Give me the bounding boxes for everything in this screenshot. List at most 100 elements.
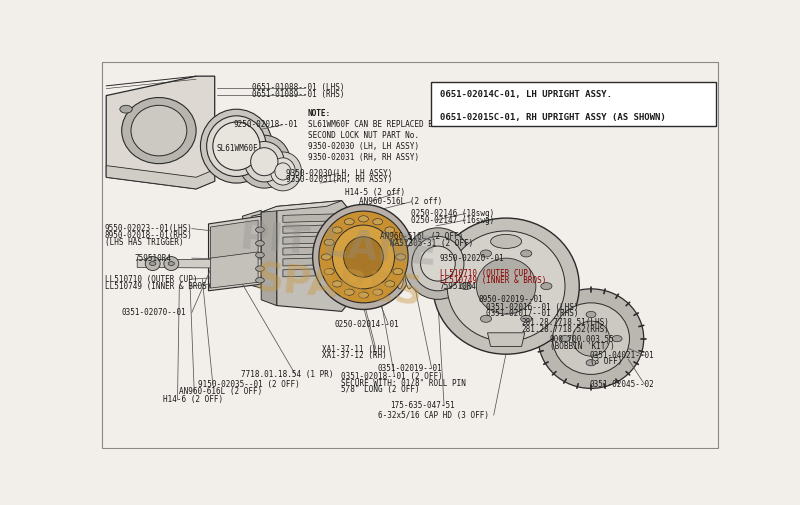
Polygon shape xyxy=(210,220,258,260)
Text: 9350-02030 (LH, LH ASSY): 9350-02030 (LH, LH ASSY) xyxy=(308,142,418,151)
Ellipse shape xyxy=(313,205,414,310)
Polygon shape xyxy=(283,225,338,233)
Circle shape xyxy=(168,262,174,266)
Polygon shape xyxy=(283,258,338,266)
Text: 0351-02019--01: 0351-02019--01 xyxy=(378,364,442,373)
Circle shape xyxy=(373,289,382,295)
Circle shape xyxy=(358,292,369,298)
Ellipse shape xyxy=(131,106,187,156)
Circle shape xyxy=(586,312,596,318)
Ellipse shape xyxy=(433,218,579,354)
Polygon shape xyxy=(242,210,262,288)
Text: 0351-02045--02: 0351-02045--02 xyxy=(590,380,654,389)
Polygon shape xyxy=(283,246,338,255)
Text: H14-6 (2 OFF): H14-6 (2 OFF) xyxy=(163,395,223,404)
Text: AN960-516L (2 off): AN960-516L (2 off) xyxy=(359,197,442,206)
Text: SECOND LOCK NUT PART No.: SECOND LOCK NUT PART No. xyxy=(308,131,418,140)
FancyBboxPatch shape xyxy=(431,82,716,126)
Ellipse shape xyxy=(495,248,510,279)
Text: 9150-02035--01 (2 OFF): 9150-02035--01 (2 OFF) xyxy=(198,380,300,389)
Circle shape xyxy=(256,241,264,246)
Ellipse shape xyxy=(476,258,536,314)
Text: 0651-02015C-01, RH UPRIGHT ASSY (AS SHOWN): 0651-02015C-01, RH UPRIGHT ASSY (AS SHOW… xyxy=(440,113,666,122)
Text: NOTE:: NOTE: xyxy=(308,109,331,118)
Polygon shape xyxy=(106,166,214,189)
Text: SL61WM60F CAN BE REPLACED BY USING A: SL61WM60F CAN BE REPLACED BY USING A xyxy=(308,120,474,129)
Text: SECURE WITH: 01/8" ROLL PIN: SECURE WITH: 01/8" ROLL PIN xyxy=(341,378,466,387)
Text: (LHS HAS TRIGGER): (LHS HAS TRIGGER) xyxy=(105,238,183,247)
Text: LL510710 (OUTER CUP): LL510710 (OUTER CUP) xyxy=(105,275,198,284)
Text: NAS1305-31 (2 OFF): NAS1305-31 (2 OFF) xyxy=(390,239,474,248)
Polygon shape xyxy=(277,200,348,312)
Circle shape xyxy=(322,254,331,260)
Circle shape xyxy=(150,262,156,266)
Ellipse shape xyxy=(424,238,434,289)
Ellipse shape xyxy=(378,248,393,279)
Text: 9350-02031 (RH, RH ASSY): 9350-02031 (RH, RH ASSY) xyxy=(308,153,418,162)
Circle shape xyxy=(480,315,491,322)
Text: PIT LANE: PIT LANE xyxy=(238,218,438,273)
Ellipse shape xyxy=(573,321,610,356)
Text: 9350-02031(RH, RH ASSY): 9350-02031(RH, RH ASSY) xyxy=(286,175,392,184)
Ellipse shape xyxy=(213,122,260,170)
Text: 759510R4: 759510R4 xyxy=(440,282,477,291)
Ellipse shape xyxy=(322,250,334,277)
Circle shape xyxy=(332,281,342,287)
Circle shape xyxy=(385,281,394,287)
Text: 759510R4: 759510R4 xyxy=(134,254,171,263)
Circle shape xyxy=(612,335,622,342)
Circle shape xyxy=(344,289,354,295)
Text: 900.700.003.55: 900.700.003.55 xyxy=(550,335,614,344)
Text: 0250-02146 (18swg): 0250-02146 (18swg) xyxy=(411,209,494,218)
Polygon shape xyxy=(317,251,528,276)
Polygon shape xyxy=(283,214,338,222)
Text: 0250-02147 (16swg): 0250-02147 (16swg) xyxy=(411,216,494,225)
Ellipse shape xyxy=(238,135,290,188)
Polygon shape xyxy=(283,268,338,277)
Text: 0351-04021--01: 0351-04021--01 xyxy=(590,351,654,360)
Text: 0351-02017--01 (RHS): 0351-02017--01 (RHS) xyxy=(486,309,578,318)
Text: 9250-02018--01: 9250-02018--01 xyxy=(234,120,298,129)
Circle shape xyxy=(393,239,403,245)
Text: 7718.01.18.54 (1 PR): 7718.01.18.54 (1 PR) xyxy=(242,370,334,379)
Text: 9350-02030(LH, LH ASSY): 9350-02030(LH, LH ASSY) xyxy=(286,169,392,178)
Circle shape xyxy=(324,269,334,275)
Text: LL510710 (OUTER CUP): LL510710 (OUTER CUP) xyxy=(440,269,532,278)
Ellipse shape xyxy=(421,246,455,281)
Ellipse shape xyxy=(333,225,394,289)
Ellipse shape xyxy=(447,231,565,341)
Polygon shape xyxy=(262,207,277,306)
Ellipse shape xyxy=(412,236,464,291)
Circle shape xyxy=(480,250,491,257)
Text: AN960-616L (2 OFF): AN960-616L (2 OFF) xyxy=(179,387,262,396)
Ellipse shape xyxy=(404,228,472,299)
Text: SL61WM60F: SL61WM60F xyxy=(217,144,258,154)
Circle shape xyxy=(256,266,264,271)
Ellipse shape xyxy=(201,109,272,183)
Text: 0351-02016--01 (LHS): 0351-02016--01 (LHS) xyxy=(486,302,578,312)
Text: 0250-02014--01: 0250-02014--01 xyxy=(334,320,399,329)
Ellipse shape xyxy=(122,97,196,164)
Ellipse shape xyxy=(270,158,295,185)
Text: (BOBBIN 'KIT'): (BOBBIN 'KIT') xyxy=(550,342,614,351)
Polygon shape xyxy=(283,235,338,244)
Text: 0651-01089--01 (RHS): 0651-01089--01 (RHS) xyxy=(252,90,344,99)
Text: 0651-01088--01 (LHS): 0651-01088--01 (LHS) xyxy=(252,83,344,92)
Ellipse shape xyxy=(146,257,160,271)
Ellipse shape xyxy=(164,257,178,271)
Circle shape xyxy=(541,283,552,290)
Ellipse shape xyxy=(319,211,408,303)
Polygon shape xyxy=(210,252,258,288)
Text: LL510749 (INNER & BROS): LL510749 (INNER & BROS) xyxy=(105,282,211,291)
Ellipse shape xyxy=(250,147,278,176)
Ellipse shape xyxy=(386,238,395,289)
Text: 6-32x5/16 CAP HD (3 OFF): 6-32x5/16 CAP HD (3 OFF) xyxy=(378,411,489,420)
Circle shape xyxy=(358,216,369,222)
Ellipse shape xyxy=(395,238,405,289)
Ellipse shape xyxy=(490,234,522,248)
Text: 8950-02019--01: 8950-02019--01 xyxy=(478,295,543,304)
Circle shape xyxy=(385,227,394,233)
Circle shape xyxy=(373,219,382,225)
Text: (3 OFF): (3 OFF) xyxy=(590,358,622,367)
Circle shape xyxy=(256,227,264,232)
